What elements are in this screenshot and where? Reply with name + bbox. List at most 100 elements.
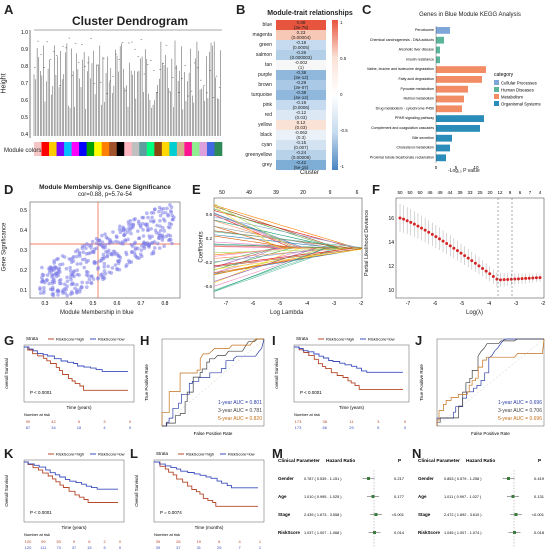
- scatter-point: [61, 288, 65, 292]
- km-xlabel: Time (years): [339, 405, 365, 410]
- cv-point: [427, 230, 431, 234]
- kegg-term-label: Peroxisome: [415, 28, 434, 32]
- roc-curve: [162, 338, 265, 427]
- km-risk-low: 87: [26, 425, 31, 430]
- heatmap-cell-p: (0.00009): [291, 155, 311, 160]
- module-color-cell: [116, 142, 125, 156]
- dendrogram-ytick: 0.9: [21, 47, 28, 53]
- roc-auc-5y: 5-year AUC = 0.820: [218, 416, 262, 422]
- kegg-bar: [436, 115, 484, 122]
- scatter-point: [161, 217, 166, 221]
- scatter-point: [129, 260, 134, 264]
- scatter-point: [138, 252, 143, 257]
- forest-header-param: Clinical Parameter: [278, 458, 320, 464]
- heatmap-cell-value: -0.19: [295, 100, 307, 105]
- scatter-point: [155, 241, 160, 246]
- cv-point: [502, 278, 506, 282]
- module-color-cell: [86, 142, 95, 156]
- cv-frame: [395, 197, 545, 299]
- cv-point: [405, 219, 409, 223]
- roc-auc-3y: 3-year AUC = 0.781: [218, 408, 262, 414]
- panel-n: N Clinical Parameter Hazard Ratio P Gender 0…: [410, 440, 550, 560]
- cv-point: [520, 277, 524, 281]
- scatter-xtick: 0.3: [42, 301, 49, 307]
- module-color-cell: [206, 142, 215, 156]
- module-color-cell: [176, 142, 185, 156]
- cv-point: [437, 237, 441, 241]
- scatter-point: [85, 285, 89, 290]
- lasso-top-tick: 50: [219, 190, 225, 196]
- roc-frame: [436, 338, 545, 427]
- km-legend-high: RiskScore=high: [186, 452, 214, 457]
- scatter-point: [121, 242, 125, 246]
- heatmap-cell: -0.29 (3e-07): [276, 80, 326, 90]
- scatter-point: [128, 228, 132, 232]
- panel-label-j: J: [415, 333, 423, 348]
- kegg-bar: [436, 95, 464, 103]
- lasso-coefficient-plot: 50 49 39 20 9 6 -7 -6 -5 -4 -3 -2 0.6 0.2 -0.2 -0.6: [204, 190, 363, 307]
- scatter-point: [56, 293, 60, 297]
- scatter-point: [157, 209, 161, 214]
- cv-ytick: 14: [388, 240, 394, 246]
- km-strata-label: Strata: [296, 336, 309, 341]
- scatter-point: [89, 280, 93, 285]
- lasso-top-tick: 39: [273, 190, 279, 196]
- scatter-point: [152, 219, 156, 223]
- cv-point: [513, 277, 517, 281]
- km-legend-high: RiskScore=high: [56, 337, 84, 342]
- scatter-point: [105, 253, 110, 258]
- cv-point: [499, 278, 503, 282]
- scatter-xtick: 0.8: [162, 301, 169, 307]
- module-color-cell: [34, 142, 42, 156]
- km-legend-low: RiskScore=low: [228, 452, 255, 457]
- scatter-point: [117, 227, 122, 232]
- scatter-point: [109, 251, 114, 256]
- cv-point: [463, 254, 467, 258]
- scatter-point: [117, 258, 122, 263]
- forest-row-p: <0.001: [532, 512, 545, 517]
- kegg-bar: [436, 36, 444, 44]
- scatter-point: [110, 266, 115, 270]
- roc-diagonal: [436, 338, 545, 427]
- dendrogram-ytick: 1.0: [21, 30, 28, 36]
- lasso-ytick: 0.6: [206, 212, 213, 217]
- cv-point: [412, 222, 416, 226]
- scatter-point: [145, 222, 149, 226]
- cv-top-tick: 12: [497, 190, 503, 195]
- scatter-point: [75, 248, 80, 252]
- scatter-point: [94, 246, 99, 251]
- scatter-point: [148, 219, 153, 223]
- panel-c: C Genes in Blue Module KEGG Analysis Per…: [360, 0, 550, 180]
- kegg-legend-title: category: [494, 72, 514, 78]
- heatmap-cell-value: -0.19: [295, 40, 307, 45]
- km-curve-low: [24, 346, 128, 372]
- forest-point: [511, 495, 515, 498]
- km-risk-low: 29: [349, 425, 354, 430]
- heatmap-cell-p: (0.0005): [292, 45, 310, 50]
- scatter-point: [166, 238, 171, 243]
- scatter-point: [141, 228, 145, 232]
- kegg-title: Genes in Blue Module KEGG Analysis: [419, 12, 521, 18]
- km-risk-high: 99: [41, 539, 46, 544]
- scatter-point: [48, 265, 53, 269]
- scatter-point: [92, 261, 97, 266]
- module-color-cell: [139, 142, 148, 156]
- cv-point: [423, 228, 427, 232]
- scatter-point: [158, 219, 162, 223]
- scatter-point: [102, 265, 107, 269]
- scatter-point: [157, 231, 161, 235]
- kegg-legend-label: Metabolism: [501, 94, 523, 99]
- kegg-term-label: PPAR signaling pathway: [395, 116, 434, 120]
- scatter-point: [162, 244, 166, 249]
- scatter-point: [65, 279, 70, 283]
- forest-row-hr: 0.853 ( 0.579 - 1.258 ): [444, 477, 482, 481]
- kegg-term-label: Fatty acid degradation: [398, 77, 434, 81]
- kegg-bar: [436, 134, 452, 142]
- scatter-point: [142, 246, 147, 251]
- lasso-path: [213, 204, 363, 249]
- scatter-point: [65, 293, 69, 298]
- scatter-point: [149, 227, 153, 231]
- heatmap-cell: 0.88 (3e-76): [276, 20, 326, 30]
- roc-xlabel: False Positive Rate: [471, 431, 510, 436]
- scatter-point: [145, 211, 149, 215]
